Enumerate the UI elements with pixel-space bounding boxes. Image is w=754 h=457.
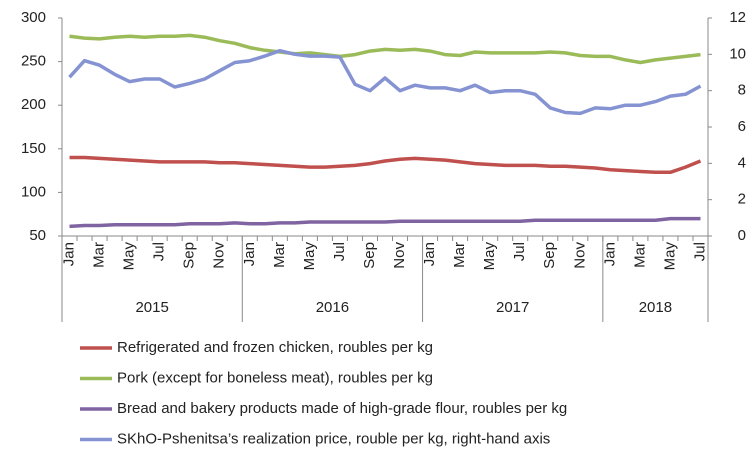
x-tick-label: Nov <box>571 242 588 269</box>
x-tick-label: Mar <box>91 242 108 268</box>
y2-tick-label: 4 <box>738 154 746 171</box>
y2-tick-label: 12 <box>729 9 746 26</box>
x-tick-label: May <box>481 242 498 271</box>
year-label: 2015 <box>135 299 168 316</box>
y-tick-label: 100 <box>21 183 46 200</box>
y-tick-label: 300 <box>21 9 46 26</box>
x-tick-label: Jul <box>331 242 348 261</box>
x-tick-label: Nov <box>391 242 408 269</box>
y2-tick-label: 0 <box>738 227 746 244</box>
x-tick-label: May <box>661 242 678 271</box>
x-tick-label: Jul <box>511 242 528 261</box>
x-tick-label: Jan <box>601 242 618 266</box>
x-tick-label: Mar <box>631 242 648 268</box>
x-tick-label: Mar <box>271 242 288 268</box>
series-line <box>69 33 701 65</box>
x-tick-label: Sep <box>181 242 198 269</box>
x-tick-label: Jan <box>421 242 438 266</box>
legend-label: SKhO-Pshenitsa’s realization price, roub… <box>117 430 550 447</box>
y-tick-label: 50 <box>29 227 46 244</box>
x-tick-label: Jan <box>60 242 77 266</box>
year-label: 2016 <box>316 299 349 316</box>
x-tick-label: May <box>121 242 138 271</box>
legend-label: Refrigerated and frozen chicken, roubles… <box>117 339 433 356</box>
x-tick-label: May <box>301 242 318 271</box>
series-line <box>69 155 702 175</box>
legend-label: Pork (except for boneless meat), roubles… <box>117 369 433 386</box>
legend-label: Bread and bakery products made of high-g… <box>117 400 567 417</box>
series-line <box>68 48 702 116</box>
y2-tick-label: 6 <box>738 118 746 135</box>
y-tick-label: 200 <box>21 96 46 113</box>
y-tick-label: 250 <box>21 53 46 70</box>
y-tick-label: 150 <box>21 140 46 157</box>
x-tick-label: Nov <box>211 242 228 269</box>
x-tick-label: Mar <box>451 242 468 268</box>
year-label: 2017 <box>496 299 529 316</box>
y2-tick-label: 2 <box>738 191 746 208</box>
x-tick-label: Sep <box>541 242 558 269</box>
x-tick-label: Sep <box>361 242 378 269</box>
x-tick-label: Jan <box>241 242 258 266</box>
x-tick-label: Jul <box>691 242 708 261</box>
x-tick-label: Jul <box>151 242 168 261</box>
series-line <box>69 216 701 229</box>
y2-tick-label: 8 <box>738 82 746 99</box>
year-label: 2018 <box>639 299 672 316</box>
y2-tick-label: 10 <box>729 45 746 62</box>
